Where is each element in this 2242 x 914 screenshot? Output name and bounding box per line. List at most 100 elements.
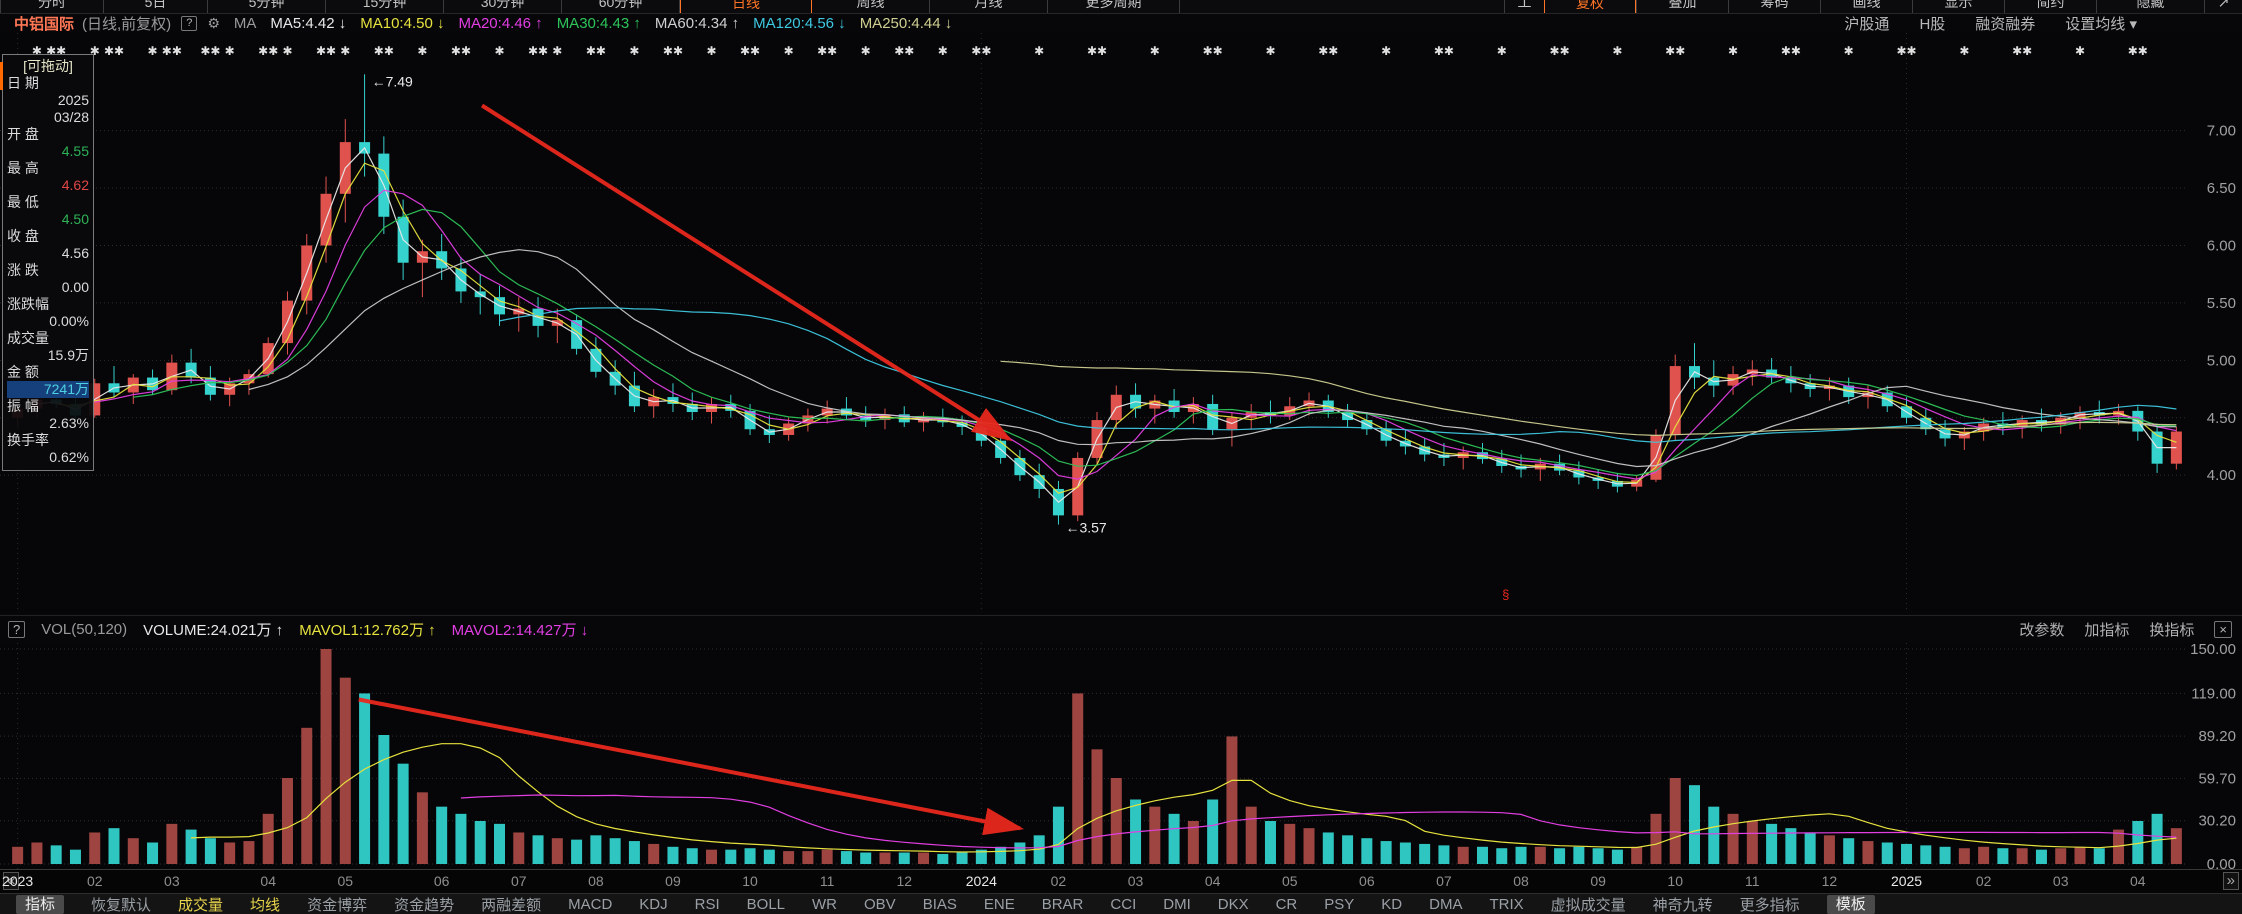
period-tab-日线[interactable]: 日线 [680, 0, 812, 13]
period-tab-更多周期[interactable]: 更多周期 [1048, 0, 1180, 13]
info-label: 最 低 [7, 194, 39, 210]
period-tab-15分钟[interactable]: 15分钟 [326, 0, 444, 13]
tool-button-显示[interactable]: 显示 [1912, 0, 2004, 13]
info-value: 2025 [57, 92, 89, 108]
gear-icon[interactable]: ⚙ [207, 15, 220, 31]
indicator-item-BRAR[interactable]: BRAR [1041, 896, 1084, 913]
expand-icon[interactable]: ↗ [2204, 0, 2242, 13]
volume-action-换指标[interactable]: 换指标 [2149, 622, 2195, 639]
tool-button-叠加[interactable]: 叠加 [1636, 0, 1728, 13]
indicator-item-DKX[interactable]: DKX [1217, 896, 1249, 913]
header-link-融资融券[interactable]: 融资融券 [1975, 16, 2036, 33]
tool-button-画线[interactable]: 画线 [1820, 0, 1912, 13]
event-marker: ✱ [282, 44, 292, 58]
indicator-item-资金博弈[interactable]: 资金博弈 [307, 897, 368, 914]
indicator-item-BOLL[interactable]: BOLL [746, 896, 785, 913]
scroll-right-icon[interactable]: » [2222, 872, 2239, 890]
x-axis-label-03: 03 [1127, 873, 1144, 889]
event-marker: ✱ [629, 44, 639, 58]
info-value: 0.62% [49, 449, 89, 465]
volume-action-加指标[interactable]: 加指标 [2084, 622, 2130, 639]
indicator-item-恢复默认[interactable]: 恢复默认 [91, 897, 152, 914]
period-tab-周线[interactable]: 周线 [812, 0, 930, 13]
x-axis-label-06: 06 [1359, 873, 1375, 889]
event-marker: ✱✱ [817, 44, 837, 58]
indicator-item-PSY[interactable]: PSY [1324, 896, 1355, 913]
event-marker: ✱ [148, 44, 158, 58]
indicator-item-成交量[interactable]: 成交量 [178, 897, 224, 914]
tool-icon[interactable]: 工 [1504, 0, 1544, 13]
indicator-item-DMI[interactable]: DMI [1163, 896, 1191, 913]
event-marker: ✱ [1844, 44, 1854, 58]
period-tab-30分钟[interactable]: 30分钟 [444, 0, 562, 13]
volume-action-改参数[interactable]: 改参数 [2019, 622, 2065, 639]
x-axis-label-08: 08 [1513, 873, 1529, 889]
x-axis-label-02: 02 [1975, 873, 1992, 889]
indicator-item-TRIX[interactable]: TRIX [1489, 896, 1524, 913]
x-axis-label-10: 10 [1667, 873, 1683, 889]
tool-button-隐藏[interactable]: 隐藏 [2096, 0, 2204, 13]
indicator-item-WR[interactable]: WR [812, 896, 837, 913]
indicator-item-均线[interactable]: 均线 [250, 897, 281, 914]
period-tab-60分钟[interactable]: 60分钟 [562, 0, 680, 13]
indicator-item-指标[interactable]: 指标 [16, 895, 65, 914]
indicator-item-模板[interactable]: 模板 [1826, 895, 1875, 914]
indicator-item-CR[interactable]: CR [1275, 896, 1298, 913]
header-link-沪股通[interactable]: 沪股通 [1844, 16, 1890, 33]
indicator-item-OBV[interactable]: OBV [864, 896, 896, 913]
indicator-item-ENE[interactable]: ENE [983, 896, 1015, 913]
x-axis-label-03: 03 [164, 873, 180, 889]
event-marker: ✱✱ [586, 44, 606, 58]
indicator-item-MACD[interactable]: MACD [568, 896, 613, 913]
period-tab-分时[interactable]: 分时 [0, 0, 104, 13]
tool-button-复权[interactable]: 复权 [1544, 0, 1636, 13]
indicator-item-BIAS[interactable]: BIAS [922, 896, 957, 913]
indicator-bar: 指标 恢复默认 成交量 均线 资金博弈 资金趋势 两融差额 MACD KDJ RSI BOLL WR O… [0, 893, 2242, 914]
indicator-item-神奇九转[interactable]: 神奇九转 [1652, 897, 1713, 914]
x-axis: « » 2023 02 03 04 05 06 07 08 09 10 11 12 2024 02 03 04… [0, 869, 2242, 894]
header-links: 沪股通 H股 融资融券 设置均线 ▾ [1844, 13, 2242, 34]
help-icon[interactable]: ? [181, 16, 198, 31]
x-axis-label-02: 02 [86, 873, 103, 889]
tool-button-简约[interactable]: 简约 [2004, 0, 2096, 13]
quote-info-panel[interactable]: [可拖动] 日 期 2025 03/28 开 盘 4.55 最 高 4.62 最 低 4.50 收… [2, 54, 94, 471]
event-marker: ✱ [1034, 44, 1044, 58]
indicator-item-资金趋势[interactable]: 资金趋势 [394, 897, 455, 914]
period-tab-月线[interactable]: 月线 [930, 0, 1048, 13]
x-axis-label-11: 11 [1745, 873, 1760, 889]
event-marker: ✱ [1497, 44, 1507, 58]
volume-help-icon[interactable]: ? [8, 621, 26, 638]
x-axis-label-06: 06 [433, 873, 450, 889]
event-marker: ✱✱ [1896, 44, 1916, 58]
period-tab-5分钟[interactable]: 5分钟 [208, 0, 326, 13]
info-value: 2.63% [49, 415, 89, 431]
close-icon[interactable]: × [2214, 621, 2232, 638]
event-marker: ✱ [90, 44, 100, 58]
indicator-item-RSI[interactable]: RSI [694, 896, 720, 913]
indicator-item-CCI[interactable]: CCI [1110, 896, 1137, 913]
main-candlestick-chart[interactable]: 7.006.506.005.505.004.504.00✱ ✱✱ ✱ ✱✱ ✱ ✱✱ ✱✱ ✱… [0, 33, 2242, 613]
header-link-H股[interactable]: H股 [1919, 16, 1946, 33]
event-marker: ✱✱ [316, 44, 336, 58]
trend-arrow [480, 103, 1013, 442]
info-label: 最 高 [7, 160, 39, 176]
volume-legend-item: MAVOL2:14.427万 ↓ [451, 622, 589, 639]
period-tab-5日[interactable]: 5日 [104, 0, 208, 13]
indicator-item-两融差额[interactable]: 两融差额 [481, 897, 542, 914]
indicator-item-虚拟成交量[interactable]: 虚拟成交量 [1550, 897, 1626, 914]
panel-drag-title[interactable]: [可拖动] [23, 58, 73, 74]
tool-button-筹码[interactable]: 筹码 [1728, 0, 1820, 13]
chart-mode-label: (日线,前复权) [82, 16, 172, 33]
event-marker: ✱✱ [451, 44, 471, 58]
svg-text:4.50: 4.50 [2207, 410, 2236, 427]
svg-text:7.00: 7.00 [2207, 123, 2236, 140]
volume-legend: VOLUME:24.021万 ↑ MAVOL1:12.762万 ↑ MAVOL2:1… [143, 619, 588, 640]
scroll-left-icon[interactable]: « [3, 872, 20, 890]
volume-chart[interactable]: 150.00 119.00 89.20 59.70 30.20 0.00 [0, 643, 2242, 869]
indicator-item-DMA[interactable]: DMA [1429, 896, 1463, 913]
indicator-item-更多指标[interactable]: 更多指标 [1739, 897, 1800, 914]
header-link-设置均线 ▾[interactable]: 设置均线 ▾ [2065, 16, 2137, 33]
indicator-item-KDJ[interactable]: KDJ [639, 896, 668, 913]
indicator-item-KD[interactable]: KD [1381, 896, 1403, 913]
x-axis-label-2025: 2025 [1890, 873, 1923, 889]
